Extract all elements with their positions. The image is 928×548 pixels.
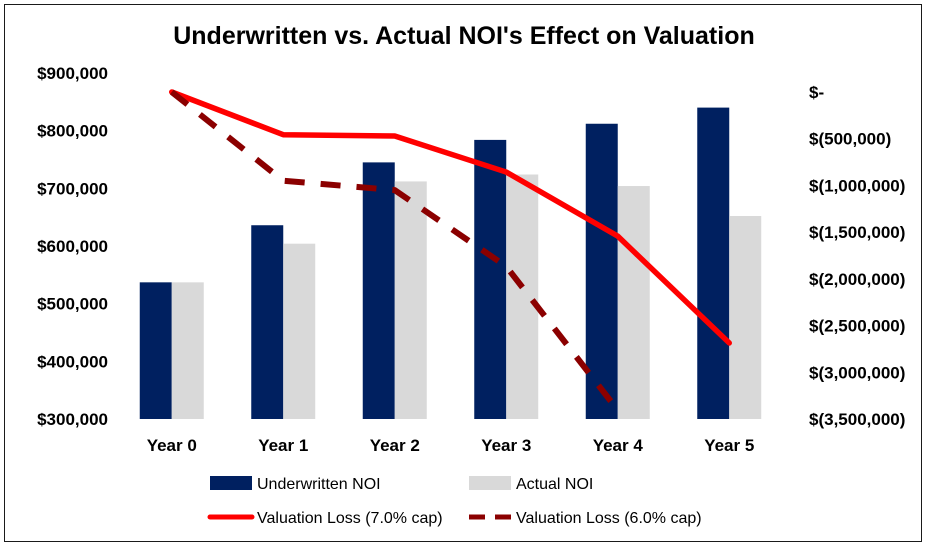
underwritten-noi-bar [585, 123, 618, 419]
underwritten-noi-bar [362, 162, 395, 419]
x-tick-label: Year 1 [258, 436, 308, 455]
legend-label: Underwritten NOI [257, 476, 381, 493]
legend-swatch [210, 476, 252, 490]
x-tick-label: Year 0 [147, 436, 197, 455]
right-tick-label: $(2,500,000) [809, 317, 905, 336]
left-tick-label: $600,000 [37, 237, 108, 256]
chart-title: Underwritten vs. Actual NOI's Effect on … [173, 22, 755, 50]
left-tick-label: $700,000 [37, 179, 108, 198]
underwritten-noi-bar [139, 282, 172, 419]
left-tick-label: $400,000 [37, 352, 108, 371]
right-tick-label: $(1,000,000) [809, 176, 905, 195]
x-tick-label: Year 2 [370, 436, 420, 455]
actual-noi-bar [729, 216, 762, 419]
x-axis: Year 0 Year 1 Year 2 Year 3 Year 4 Year 5 [147, 436, 755, 455]
actual-noi-bar [617, 186, 650, 419]
actual-noi-bar [283, 243, 316, 419]
right-tick-label: $(1,500,000) [809, 223, 905, 242]
left-tick-label: $900,000 [37, 64, 108, 83]
left-tick-label: $500,000 [37, 295, 108, 314]
legend-label: Valuation Loss (6.0% cap) [516, 510, 702, 527]
chart-frame [4, 4, 922, 542]
right-tick-label: $(2,000,000) [809, 270, 905, 289]
actual-noi-bar [171, 282, 204, 419]
left-tick-label: $800,000 [37, 122, 108, 141]
x-tick-label: Year 5 [704, 436, 754, 455]
actual-noi-bar [394, 181, 427, 419]
right-tick-label: $- [809, 83, 824, 102]
valuation-loss-7-cap-line [169, 89, 732, 346]
line-series [169, 89, 732, 413]
left-axis: $900,000 $800,000 $700,000 $600,000 $500,000… [37, 64, 108, 429]
underwritten-noi-bar [474, 139, 507, 420]
legend-label: Actual NOI [516, 476, 593, 493]
right-tick-label: $(3,000,000) [809, 363, 905, 382]
legend-swatch [469, 476, 511, 490]
right-tick-label: $(500,000) [809, 130, 891, 149]
actual-noi-bar [506, 174, 539, 419]
legend: Underwritten NOI Actual NOI Valuation Loss… [207, 476, 702, 527]
legend-label: Valuation Loss (7.0% cap) [257, 510, 443, 527]
bar-series [139, 107, 762, 420]
right-tick-label: $(3,500,000) [809, 410, 905, 429]
valuation-loss-6-cap-line [169, 89, 621, 413]
x-tick-label: Year 3 [481, 436, 531, 455]
right-axis: $- $(500,000) $(1,000,000) $(1,500,000) $(2,… [809, 83, 905, 429]
underwritten-noi-bar [697, 107, 730, 419]
left-tick-label: $300,000 [37, 410, 108, 429]
underwritten-noi-bar [251, 225, 284, 419]
x-tick-label: Year 4 [593, 436, 644, 455]
